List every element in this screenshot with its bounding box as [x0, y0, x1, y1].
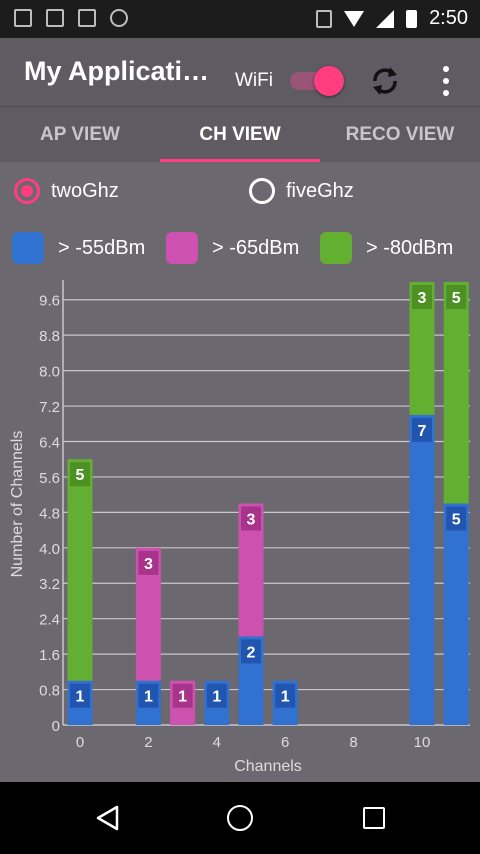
bar-value-badge	[412, 285, 432, 309]
bar-value-label: 1	[281, 689, 290, 706]
wifi-label: WiFi	[235, 70, 273, 91]
wifi-signal-icon	[344, 10, 365, 27]
radio-two-ghz-circle	[14, 178, 40, 204]
y-tick-label: 6.4	[39, 434, 60, 451]
battery-icon	[406, 9, 418, 28]
y-tick-label: 7.2	[39, 399, 60, 416]
wifi-toggle[interactable]	[290, 66, 344, 96]
image-notification-icon	[14, 9, 32, 27]
legend-item-80: > -80dBm	[320, 232, 453, 264]
x-tick-label: 2	[144, 734, 152, 751]
bar-value-label: 1	[178, 689, 187, 706]
y-tick-label: 0.8	[39, 683, 60, 700]
android-notification-icon	[110, 9, 128, 27]
x-tick-label: 10	[414, 734, 431, 751]
bar-segment	[443, 503, 469, 725]
radio-two-ghz[interactable]: twoGhz	[14, 178, 119, 204]
bar-value-badge	[138, 683, 159, 708]
ch-view-content: twoGhz fiveGhz > -55dBm > -65dBm > -80dB…	[0, 162, 480, 782]
tab-indicator	[160, 159, 320, 163]
x-tick-label: 6	[281, 734, 289, 751]
bar-value-label: 1	[212, 689, 221, 706]
bar-segment	[67, 459, 93, 681]
legend-swatch-blue	[12, 232, 44, 264]
bar-segment	[409, 414, 435, 725]
legend-label-65: > -65dBm	[212, 236, 300, 259]
qr-notification-icon	[46, 9, 64, 27]
app-bar: My Applicati… WiFi	[0, 38, 480, 106]
bar-value-badge	[446, 285, 467, 309]
home-icon[interactable]	[227, 805, 253, 831]
bar-value-label: 5	[76, 467, 85, 484]
status-time: 2:50	[429, 7, 468, 29]
y-tick-label: 8.0	[39, 364, 60, 381]
bar-value-badge	[275, 683, 296, 708]
bar-value-badge	[138, 550, 159, 575]
y-tick-label: 5.6	[39, 470, 60, 487]
bar-value-label: 2	[247, 644, 256, 661]
tab-bar: AP VIEW CH VIEW RECO VIEW	[0, 106, 480, 163]
bar-value-label: 3	[418, 290, 427, 307]
y-tick-label: 2.4	[39, 612, 60, 629]
y-tick-label: 3.2	[39, 576, 60, 593]
x-tick-label: 4	[213, 734, 221, 751]
cell-signal-icon	[376, 9, 395, 28]
x-axis-title: Channels	[234, 758, 302, 775]
bar-value-label: 3	[247, 512, 256, 529]
y-axis-title: Number of Channels	[9, 431, 26, 578]
bar-value-label: 3	[144, 556, 153, 573]
bar-value-badge	[241, 639, 261, 664]
x-tick-label: 0	[76, 734, 84, 751]
bar-value-label: 1	[76, 689, 85, 706]
legend-label-55: > -55dBm	[58, 236, 146, 259]
legend-item-65: > -65dBm	[166, 232, 299, 264]
y-tick-label: 1.6	[39, 647, 60, 664]
bar-value-badge	[70, 462, 90, 487]
wifi-toggle-thumb	[314, 66, 344, 96]
bar-value-label: 1	[144, 689, 153, 706]
legend-label-80: > -80dBm	[366, 236, 454, 259]
y-tick-label: 9.6	[39, 293, 60, 310]
legend-swatch-pink	[166, 232, 198, 264]
bar-value-label: 5	[452, 512, 461, 529]
app-title: My Applicati…	[24, 56, 210, 86]
x-tick-label: 8	[349, 734, 357, 751]
recents-icon[interactable]	[363, 807, 385, 829]
radio-five-ghz-circle	[249, 178, 275, 204]
bar-value-label: 7	[418, 423, 427, 440]
y-tick-label: 4.0	[39, 541, 60, 558]
vibrate-icon	[316, 9, 333, 28]
bar-segment	[443, 282, 469, 504]
y-tick-label: 4.8	[39, 505, 60, 522]
navigation-bar	[0, 782, 480, 854]
refresh-icon[interactable]	[368, 64, 402, 98]
sim-notification-icon	[78, 9, 96, 27]
radio-five-ghz[interactable]: fiveGhz	[249, 178, 354, 204]
radio-five-ghz-label: fiveGhz	[286, 179, 354, 202]
bar-value-badge	[241, 506, 261, 531]
overflow-menu-icon[interactable]	[438, 66, 454, 96]
bar-value-badge	[206, 683, 227, 708]
bar-value-badge	[412, 417, 432, 442]
tab-ap-view[interactable]: AP VIEW	[40, 124, 120, 145]
y-tick-label: 8.8	[39, 328, 60, 345]
legend-swatch-green	[320, 232, 352, 264]
channel-chart: 0 0.8 1.6 2.4 3.2 4.0 4.8 5.6 6.4 7.2 8.0 8.8 9.6 0 2 4…	[9, 280, 470, 775]
bar-value-badge	[172, 683, 193, 708]
status-bar: 2:50	[0, 0, 480, 38]
radio-two-ghz-label: twoGhz	[51, 179, 119, 202]
back-icon[interactable]	[95, 804, 121, 832]
y-tick-label: 0	[52, 718, 60, 735]
tab-ch-view[interactable]: CH VIEW	[199, 124, 281, 145]
bar-value-label: 5	[452, 290, 461, 307]
bar-value-badge	[446, 506, 467, 531]
tab-reco-view[interactable]: RECO VIEW	[345, 124, 455, 145]
bar-value-badge	[70, 683, 90, 708]
legend-item-55: > -55dBm	[12, 232, 145, 264]
